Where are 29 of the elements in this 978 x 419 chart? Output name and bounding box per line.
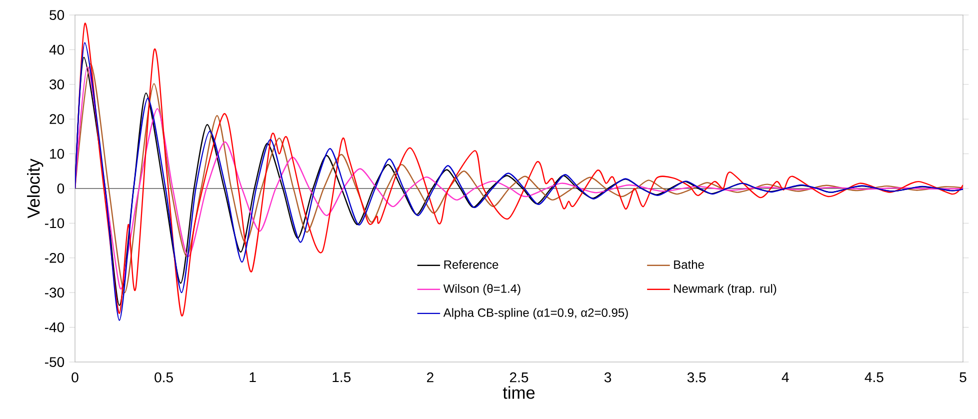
legend-label: Alpha CB-spline (α1=0.9, α2=0.95) [443,308,628,320]
y-tick-label: 10 [50,148,64,159]
y-tick-label: -40 [44,322,64,332]
y-tick-label: 40 [49,44,64,55]
x-tick-label: 2.5 [510,372,528,382]
y-tick-label: 20 [50,114,64,124]
y-axis-title: Velocity [27,158,44,218]
y-tick-label: -20 [44,252,64,263]
x-tick-label: 0.5 [154,372,173,382]
y-tick-label: -10 [44,218,64,228]
x-tick-label: 2 [427,372,434,382]
x-tick-label: 1 [250,372,256,382]
y-tick-label: 50 [50,10,64,20]
x-tick-label: 5 [960,372,966,382]
x-tick-label: 1.5 [332,372,351,382]
x-tick-label: 0 [72,372,78,382]
legend-label: Newmark (trap. rul) [674,284,776,296]
y-tick-label: 30 [50,79,64,90]
x-axis-title: time [502,386,535,399]
y-tick-label: 0 [57,184,64,194]
legend-label: Bathe [674,260,704,269]
y-tick-label: -50 [44,357,64,367]
x-tick-label: 3.5 [687,372,706,382]
legend-label: Reference [444,260,498,269]
y-tick-label: -30 [44,288,64,298]
x-tick-label: 4 [782,372,789,382]
x-tick-label: 4.5 [864,372,884,382]
x-tick-label: 3 [604,372,612,382]
legend-label: Wilson (θ=1.4) [443,284,520,296]
